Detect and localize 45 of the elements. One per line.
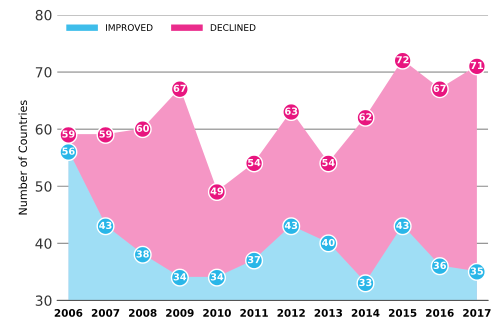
data-label: 67: [174, 84, 186, 92]
y-tick-label: 40: [35, 238, 52, 249]
y-axis-title: Number of Countries: [18, 100, 28, 214]
x-tick-label: 2014: [352, 308, 380, 317]
x-tick-label: 2008: [129, 308, 157, 317]
x-tick-label: 2015: [388, 308, 416, 317]
data-label: 54: [248, 159, 260, 166]
data-label: 35: [470, 267, 483, 275]
y-tick-label: 70: [36, 67, 52, 78]
data-label: 33: [359, 278, 372, 286]
legend-label: DECLINED: [210, 24, 256, 31]
data-label: 59: [100, 130, 112, 138]
y-tick-label: 30: [36, 295, 52, 306]
x-tick-label: 2013: [314, 308, 342, 317]
y-tick-label: 50: [36, 181, 52, 192]
x-tick-label: 2011: [240, 308, 268, 317]
data-label: 67: [434, 84, 446, 92]
data-label: 37: [248, 256, 260, 264]
data-label: 34: [210, 273, 224, 280]
data-label: 43: [99, 222, 112, 230]
data-label: 43: [284, 222, 298, 230]
x-tick-label: 2010: [203, 308, 231, 317]
data-label: 62: [359, 113, 372, 121]
data-label: 59: [62, 130, 75, 138]
data-label: 36: [434, 262, 446, 270]
data-label: 34: [174, 273, 186, 280]
data-label: 40: [322, 238, 335, 246]
x-tick-label: 2009: [166, 308, 194, 317]
x-tick-label: 2017: [463, 308, 491, 317]
data-label: 63: [285, 107, 298, 115]
y-tick-label: 60: [36, 124, 52, 135]
data-label: 56: [62, 147, 75, 155]
x-tick-label: 2006: [54, 308, 82, 317]
x-tick-label: 2007: [92, 308, 120, 317]
y-tick-label: 80: [36, 10, 52, 20]
data-label: 60: [136, 124, 149, 132]
legend-label: IMPROVED: [106, 24, 153, 31]
data-label: 71: [470, 62, 483, 70]
data-label: 54: [322, 159, 335, 166]
data-label: 38: [136, 250, 149, 258]
data-label: 72: [396, 56, 409, 64]
x-tick-label: 2012: [278, 308, 305, 317]
data-label: 49: [210, 187, 224, 195]
data-label: 43: [396, 222, 409, 230]
x-tick-label: 2016: [426, 308, 454, 317]
